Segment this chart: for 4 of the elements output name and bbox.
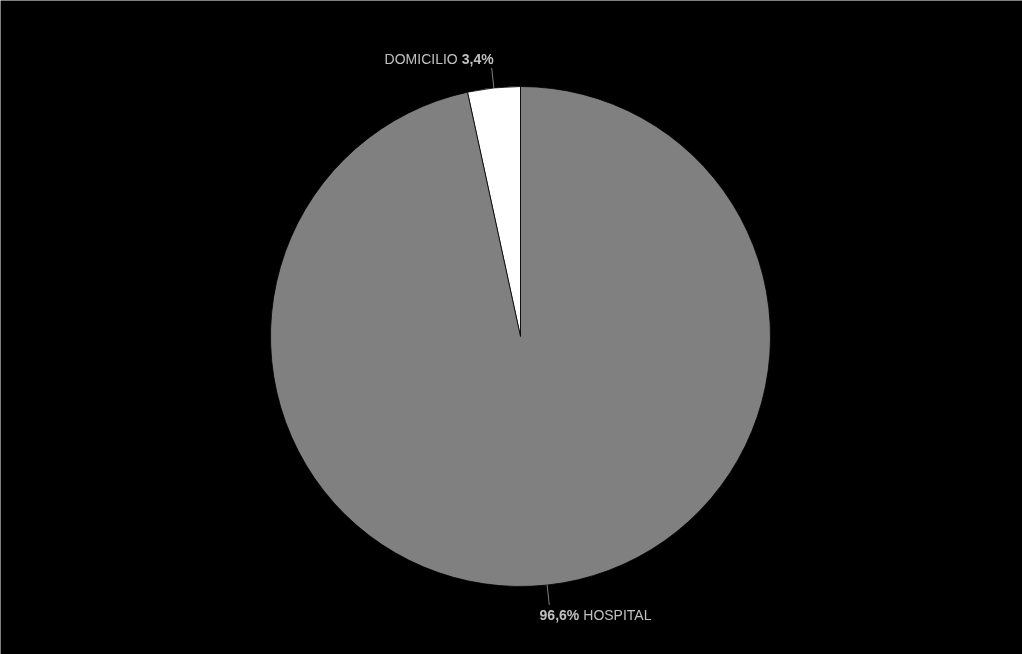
slice-label: HOSPITAL <box>583 606 652 623</box>
data-label: 3,4% <box>461 51 495 68</box>
data-label: 96,6% <box>539 606 580 623</box>
slice-label: DOMICILIO <box>384 51 458 68</box>
